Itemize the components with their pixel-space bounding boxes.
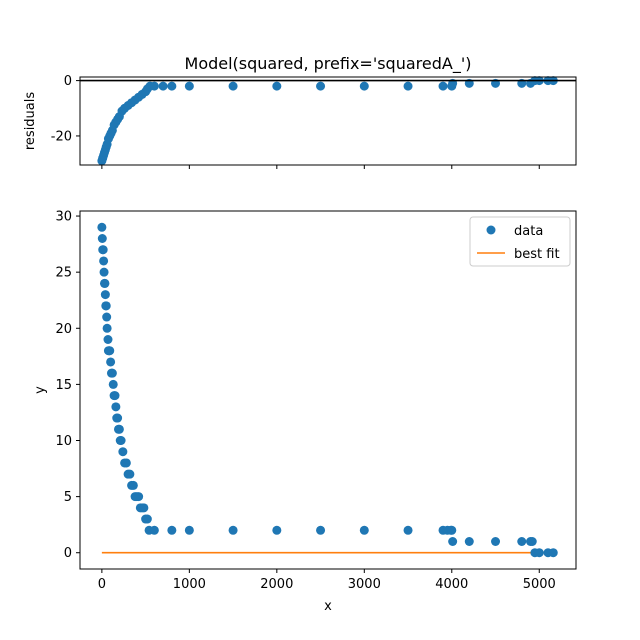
- main-xtick-label: 5000: [523, 577, 556, 592]
- main-ylabel: y: [33, 386, 48, 394]
- data-point: [534, 548, 544, 558]
- legend-fit-label: best fit: [514, 247, 560, 262]
- main-xtick-label: 2000: [260, 577, 293, 592]
- data-point: [128, 480, 138, 490]
- data-point: [527, 537, 537, 546]
- legend-data-marker: [486, 225, 496, 235]
- residuals-ticks: 0 -20: [51, 74, 540, 169]
- data-point: [139, 503, 149, 513]
- residual-point: [438, 81, 448, 91]
- main-ytick-label: 30: [55, 210, 72, 225]
- residual-point: [359, 81, 369, 91]
- main-axes-frame: [79, 210, 577, 570]
- residual-point: [158, 81, 168, 91]
- data-point: [116, 436, 126, 445]
- data-point: [118, 447, 128, 457]
- main-ytick-label: 0: [64, 546, 72, 561]
- legend-data-label: data: [514, 224, 543, 239]
- residual-point: [149, 81, 159, 91]
- residual-point: [184, 81, 194, 91]
- main-ytick-label: 20: [55, 322, 72, 337]
- data-point: [99, 256, 109, 266]
- main-panel: 0 1000 2000 3000 4000 5000 0 5 10 15 20 25 30 x y da…: [33, 210, 577, 614]
- data-point: [108, 379, 118, 389]
- data-point: [97, 222, 107, 232]
- data-point: [491, 537, 501, 546]
- data-point: [100, 290, 110, 300]
- residuals-ylabel: residuals: [23, 92, 38, 151]
- residual-points: [97, 76, 558, 166]
- data-point: [359, 525, 369, 535]
- data-point: [464, 537, 474, 546]
- main-xtick-label: 4000: [435, 577, 468, 592]
- main-xlabel: x: [324, 599, 332, 614]
- residual-ytick-label: 0: [64, 74, 72, 89]
- data-point: [102, 312, 112, 322]
- data-points: [97, 222, 558, 558]
- residual-point: [167, 81, 177, 91]
- data-point: [184, 525, 194, 535]
- data-point: [548, 548, 558, 558]
- data-point: [448, 537, 458, 546]
- data-point: [101, 301, 111, 311]
- residual-point: [403, 81, 413, 91]
- data-point: [142, 514, 152, 524]
- data-point: [100, 278, 110, 288]
- main-ytick-label: 5: [64, 490, 72, 505]
- main-ytick-label: 10: [55, 434, 72, 449]
- main-xtick-label: 0: [98, 577, 106, 592]
- main-ticks: 0 1000 2000 3000 4000 5000 0 5 10 15 20 25 30: [55, 210, 555, 592]
- residual-point: [272, 81, 282, 91]
- data-point: [113, 413, 123, 423]
- data-point: [134, 492, 144, 502]
- chart-title: Model(squared, prefix='squaredA_'): [185, 54, 472, 74]
- main-xtick-label: 3000: [348, 577, 381, 592]
- residual-ytick-label: -20: [51, 129, 72, 144]
- residual-point: [228, 81, 238, 91]
- residuals-panel: Model(squared, prefix='squaredA_') 0-20 …: [23, 54, 577, 169]
- data-point: [114, 424, 124, 434]
- residual-point: [316, 81, 326, 91]
- data-point: [447, 525, 457, 535]
- data-point: [517, 537, 527, 546]
- main-ytick-label: 15: [55, 378, 72, 393]
- data-point: [272, 525, 282, 535]
- residuals-axes-frame: [79, 76, 577, 166]
- data-point: [111, 402, 121, 412]
- data-point: [316, 525, 326, 535]
- data-point: [403, 525, 413, 535]
- data-point: [105, 346, 115, 356]
- data-point: [102, 323, 112, 333]
- data-point: [121, 458, 131, 468]
- data-point: [167, 525, 177, 535]
- data-point: [106, 357, 116, 367]
- data-point: [98, 245, 108, 255]
- data-point: [103, 335, 113, 344]
- data-point: [125, 469, 135, 479]
- data-point: [228, 525, 238, 535]
- data-point: [97, 234, 107, 243]
- data-point: [99, 267, 109, 277]
- main-xtick-label: 1000: [173, 577, 206, 592]
- legend: data best fit: [469, 216, 571, 267]
- main-ytick-label: 25: [55, 266, 72, 281]
- data-point: [110, 391, 120, 401]
- data-point: [107, 368, 117, 378]
- data-point: [149, 525, 159, 535]
